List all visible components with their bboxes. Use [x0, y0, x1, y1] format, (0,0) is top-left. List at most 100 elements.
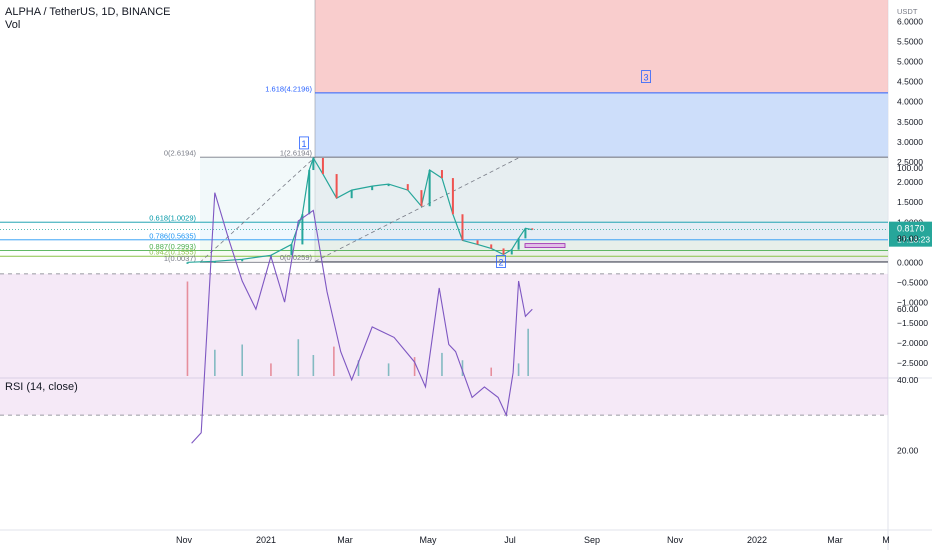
price-candle	[524, 228, 527, 239]
volume-bar	[413, 357, 416, 376]
volume-bar	[312, 355, 315, 376]
time-tick-label: Sep	[584, 535, 600, 545]
price-tick-label: −2.5000	[897, 358, 928, 368]
last-price-tag	[889, 221, 932, 247]
price-tick-label: 4.0000	[897, 97, 923, 107]
price-candle	[517, 238, 520, 250]
retracement-band	[200, 222, 888, 240]
price-candle	[308, 170, 311, 215]
price-candle	[241, 259, 244, 262]
volume-label[interactable]: Vol	[5, 19, 21, 31]
price-candle	[490, 244, 493, 249]
volume-bar	[441, 352, 443, 376]
time-tick-label: May	[419, 535, 437, 545]
volume-bar	[461, 360, 464, 376]
extension-point-label: 2	[498, 258, 503, 268]
extension-level-label: 0(0.0259)	[280, 253, 313, 262]
price-candle	[406, 184, 409, 191]
fib-level-label: 1(0.0037)	[164, 254, 197, 263]
price-tick-label: −1.0000	[897, 298, 928, 308]
fib-level-label: 0.887(0.2993)	[149, 242, 196, 251]
extension-point-box	[496, 255, 506, 268]
price-candle	[420, 190, 423, 207]
price-tick-label: 2.0000	[897, 177, 923, 187]
price-candle	[301, 214, 304, 245]
price-candle	[350, 190, 353, 199]
price-candle	[531, 228, 534, 230]
price-candle	[186, 262, 189, 264]
price-tick-label: 3.5000	[897, 117, 923, 127]
extension-zone-blue	[315, 92, 888, 158]
price-tick-label: 1.5000	[897, 197, 923, 207]
extension-point-box	[641, 70, 651, 83]
rsi-tick-label: 100.00	[897, 163, 923, 173]
extension-point-label: 3	[643, 73, 648, 83]
volume-bar	[517, 363, 520, 376]
volume-bar	[527, 328, 529, 376]
price-candle	[476, 240, 479, 245]
price-candle	[387, 184, 390, 187]
retracement-band	[200, 250, 888, 257]
fib-level-label: 0.942(0.1555)	[149, 248, 196, 257]
volume-bar	[333, 346, 335, 376]
rsi-line	[191, 192, 533, 444]
price-tick-label: −2.0000	[897, 338, 928, 348]
rsi-tick-label: 60.00	[897, 304, 919, 314]
price-candle	[451, 178, 454, 215]
price-candle	[428, 170, 431, 207]
fib-level-label: 0.618(1.0029)	[149, 214, 196, 223]
rsi-band	[0, 273, 888, 416]
price-candle	[321, 157, 324, 175]
price-tick-label: 0.0000	[897, 258, 923, 268]
rsi-label[interactable]: RSI (14, close)	[5, 381, 78, 393]
time-tick-label: M	[882, 535, 890, 545]
price-candle	[440, 170, 443, 179]
price-tick-label: 5.0000	[897, 57, 923, 67]
volume-bar	[387, 363, 390, 376]
price-tick-label: 3.0000	[897, 137, 923, 147]
price-candle	[290, 244, 293, 256]
price-unit-label: USDT	[897, 7, 918, 16]
symbol-title[interactable]: ALPHA / TetherUS, 1D, BINANCE	[5, 6, 171, 18]
time-tick-label: 2021	[256, 535, 276, 545]
time-tick-label: Mar	[337, 535, 353, 545]
extension-level-label: 1(2.6194)	[280, 149, 313, 158]
price-tick-label: 2.5000	[897, 157, 923, 167]
rsi-tick-label: 40.00	[897, 375, 919, 385]
rsi-tick-label: 20.00	[897, 445, 919, 455]
time-tick-label: 2022	[747, 535, 767, 545]
price-series-line	[187, 156, 533, 263]
retracement-band	[200, 157, 888, 223]
price-candle	[371, 186, 374, 191]
price-candle	[312, 157, 315, 171]
volume-bar	[270, 363, 272, 376]
drawn-rectangle	[524, 243, 566, 249]
time-tick-label: Mar	[827, 535, 843, 545]
time-tick-label: Nov	[176, 535, 193, 545]
last-price-value: 0.8170	[897, 224, 925, 234]
volume-bar	[186, 281, 189, 376]
time-tick-label: Nov	[667, 535, 684, 545]
fib-level-label: 0.786(0.5635)	[149, 231, 196, 240]
fib-trend-line	[199, 156, 316, 263]
extension-trend-line	[314, 156, 521, 262]
retracement-band	[200, 256, 888, 263]
price-candle	[335, 174, 338, 199]
price-candle	[213, 261, 216, 263]
price-tick-label: 4.5000	[897, 77, 923, 87]
volume-bar	[490, 367, 493, 376]
price-tick-label: 6.0000	[897, 16, 923, 26]
extension-level-label: 1.618(4.2196)	[265, 84, 312, 93]
price-tick-label: −1.5000	[897, 318, 928, 328]
bar-countdown: 17:18:23	[897, 235, 930, 245]
price-candle	[502, 248, 505, 255]
extension-point-label: 1	[301, 139, 306, 149]
extension-zone-red	[315, 0, 888, 93]
rsi-tick-label: 80.00	[897, 234, 919, 244]
fib-level-label: 0(2.6194)	[164, 149, 197, 158]
price-tick-label: −0.5000	[897, 278, 928, 288]
volume-bar	[297, 339, 300, 376]
volume-bar	[241, 344, 244, 376]
price-candle	[510, 249, 513, 255]
